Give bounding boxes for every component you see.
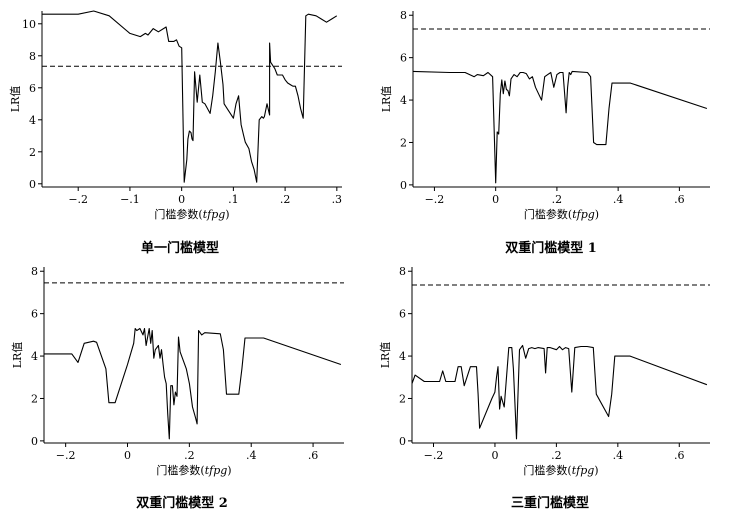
x-tick-label: 0 bbox=[491, 449, 498, 462]
x-axis-label-main: 门槛参数( bbox=[156, 463, 204, 477]
y-tick-label: 2 bbox=[400, 136, 407, 149]
x-axis-label: 门槛参数(tfpg) bbox=[154, 207, 229, 221]
x-tick-label: −.2 bbox=[56, 449, 76, 462]
y-tick-label: 6 bbox=[400, 52, 407, 65]
x-tick-label: 0 bbox=[492, 193, 499, 206]
x-tick-label: −.2 bbox=[68, 193, 88, 206]
x-axis-label: 门槛参数(tfpg) bbox=[524, 207, 599, 221]
x-axis-label-close: ) bbox=[227, 464, 231, 477]
x-axis-label-variable: tfpg bbox=[572, 464, 595, 477]
caption-triple-threshold: 三重门槛模型 bbox=[510, 496, 589, 511]
y-tick-label: 2 bbox=[29, 146, 36, 159]
x-tick-label: .6 bbox=[308, 449, 319, 462]
y-tick-label: 4 bbox=[399, 350, 406, 363]
x-axis-label-variable: tfpg bbox=[205, 464, 228, 477]
y-axis-label: LR值 bbox=[380, 86, 393, 113]
x-tick-label: −.1 bbox=[120, 193, 140, 206]
caption-double-threshold-2: 双重门槛模型 2 bbox=[136, 496, 228, 511]
y-tick-label: 4 bbox=[29, 114, 36, 127]
x-axis-label-variable: tfpg bbox=[203, 208, 226, 221]
y-tick-label: 8 bbox=[31, 265, 38, 278]
x-tick-label: .4 bbox=[613, 193, 624, 206]
y-tick-label: 4 bbox=[31, 350, 38, 363]
caption-double-threshold-1: 双重门槛模型 1 bbox=[505, 241, 597, 256]
x-axis-label-main: 门槛参数( bbox=[524, 207, 572, 221]
chart-panel-single-threshold: 0 2 4 6 8 10 −.2 −.1 0 .1 .2 .3 LR值门槛参数(tfpg) bbox=[0, 0, 370, 230]
x-tick-label: .2 bbox=[280, 193, 291, 206]
x-tick-label: .1 bbox=[228, 193, 239, 206]
y-tick-label: 6 bbox=[31, 308, 38, 321]
y-tick-label: 2 bbox=[31, 392, 38, 405]
y-tick-label: 0 bbox=[31, 435, 38, 448]
x-axis-label-close: ) bbox=[594, 464, 598, 477]
x-tick-label: .2 bbox=[551, 449, 562, 462]
x-tick-label: .4 bbox=[613, 449, 624, 462]
y-tick-label: 8 bbox=[400, 9, 407, 22]
x-tick-label: .6 bbox=[674, 193, 685, 206]
x-axis-label-close: ) bbox=[595, 208, 599, 221]
lr-series-line bbox=[412, 70, 708, 184]
y-tick-label: 2 bbox=[399, 392, 406, 405]
y-axis-label: LR值 bbox=[9, 86, 22, 113]
x-tick-label: .6 bbox=[674, 449, 685, 462]
x-tick-label: 0 bbox=[124, 449, 131, 462]
y-tick-label: 8 bbox=[29, 50, 36, 63]
y-axis-label: LR值 bbox=[379, 342, 392, 369]
y-tick-label: 6 bbox=[29, 82, 36, 95]
y-tick-label: 10 bbox=[22, 18, 36, 31]
x-tick-label: 0 bbox=[178, 193, 185, 206]
y-tick-label: 0 bbox=[400, 179, 407, 192]
x-tick-label: −.2 bbox=[425, 193, 445, 206]
chart-panel-double-threshold-1: 0 2 4 6 8 −.2 0 .2 .4 .6 LR值门槛参数(tfpg) bbox=[370, 0, 739, 230]
x-axis-label-main: 门槛参数( bbox=[154, 207, 202, 221]
y-tick-label: 6 bbox=[399, 308, 406, 321]
y-tick-label: 8 bbox=[399, 265, 406, 278]
lr-series-line bbox=[42, 10, 338, 183]
x-tick-label: .3 bbox=[332, 193, 343, 206]
y-tick-label: 0 bbox=[399, 435, 406, 448]
y-axis-label: LR值 bbox=[11, 342, 24, 369]
y-tick-label: 0 bbox=[29, 178, 36, 191]
x-axis-label-variable: tfpg bbox=[572, 208, 595, 221]
x-tick-label: .2 bbox=[552, 193, 563, 206]
x-axis-label: 门槛参数(tfpg) bbox=[156, 463, 231, 477]
y-tick-label: 4 bbox=[400, 94, 407, 107]
lr-series-line bbox=[44, 327, 342, 440]
caption-single-threshold: 单一门槛模型 bbox=[140, 241, 219, 256]
x-axis-label-main: 门槛参数( bbox=[523, 463, 571, 477]
x-axis-label-close: ) bbox=[225, 208, 229, 221]
x-tick-label: .2 bbox=[184, 449, 195, 462]
chart-panel-triple-threshold: 0 2 4 6 8 −.2 0 .2 .4 .6 LR值门槛参数(tfpg) bbox=[370, 255, 739, 485]
chart-panel-double-threshold-2: 0 2 4 6 8 −.2 0 .2 .4 .6 LR值门槛参数(tfpg) bbox=[0, 255, 370, 485]
lr-series-line bbox=[411, 344, 708, 440]
x-tick-label: −.2 bbox=[424, 449, 444, 462]
x-tick-label: .4 bbox=[246, 449, 257, 462]
x-axis-label: 门槛参数(tfpg) bbox=[523, 463, 598, 477]
